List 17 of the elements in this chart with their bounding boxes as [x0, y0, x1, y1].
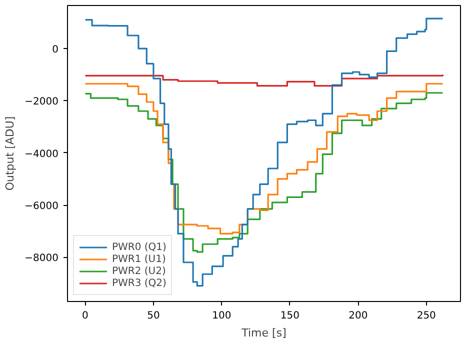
x-tick-label: 250 [416, 310, 436, 322]
y-tick-label: −6000 [24, 201, 58, 212]
x-tick-label: 200 [348, 310, 368, 322]
x-tick-label: 100 [212, 310, 232, 322]
x-axis-title: Time [s] [240, 326, 286, 340]
x-tick-label: 50 [147, 310, 160, 322]
legend-label: PWR1 (U1) [112, 254, 166, 264]
legend-label: PWR2 (U2) [112, 266, 166, 276]
y-axis-title: Output [ADU] [4, 116, 17, 191]
y-tick-label: −4000 [24, 148, 58, 160]
legend-label: PWR0 (Q1) [112, 242, 166, 252]
x-tick-label: 150 [280, 310, 300, 322]
legend-label: PWR3 (Q2) [112, 278, 166, 288]
y-tick-label: −8000 [24, 253, 58, 264]
x-tick-label: 0 [82, 310, 88, 322]
y-tick-label: −2000 [24, 96, 58, 108]
y-tick-label: 0 [52, 44, 59, 56]
